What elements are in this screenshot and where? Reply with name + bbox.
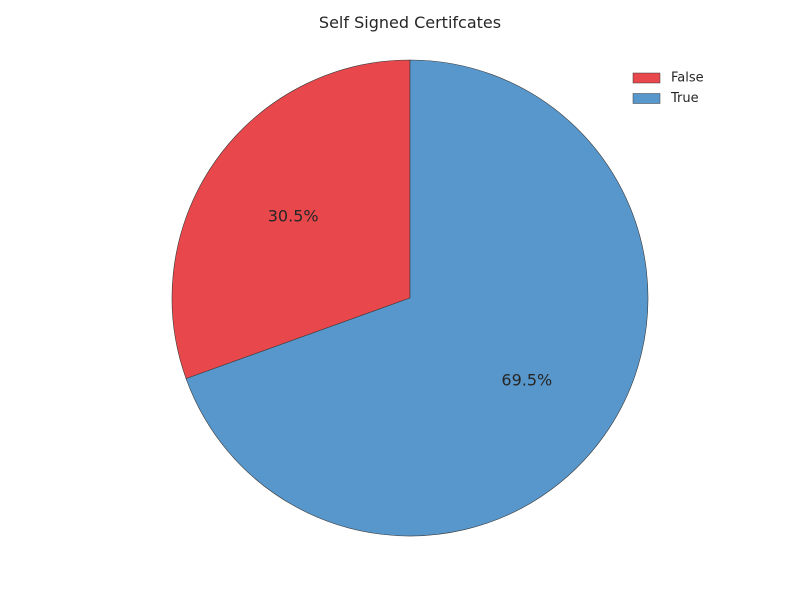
chart-title: Self Signed Certifcates [318,13,502,32]
slice-pct-label-true: 69.5% [501,371,552,390]
legend-swatch-false [632,72,661,84]
slice-pct-label-false: 30.5% [268,206,319,225]
legend-label-false: False [671,71,704,86]
pie-slice-true [185,59,649,537]
chart-legend: False True [632,71,704,106]
legend-swatch-true [632,93,661,104]
pie-slice-false [171,59,411,380]
pie-labels: 30.5% 69.5% [268,206,552,389]
legend-label-true: True [670,91,699,106]
pie-slices [171,59,649,537]
